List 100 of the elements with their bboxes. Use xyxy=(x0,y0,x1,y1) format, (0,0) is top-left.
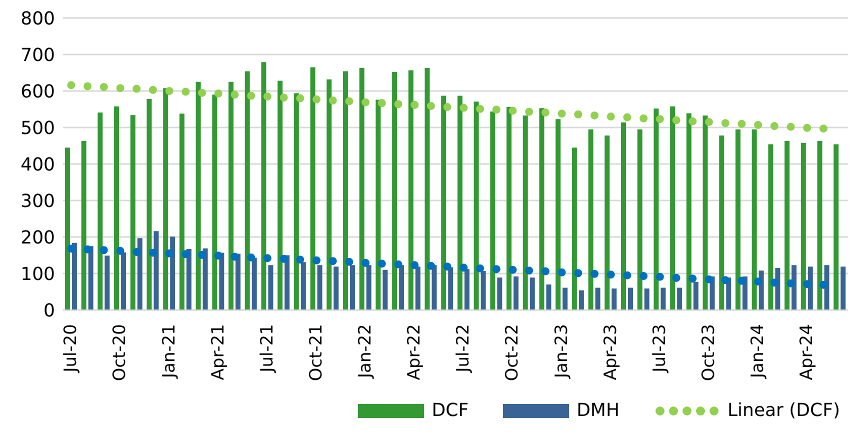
bar xyxy=(693,282,698,310)
x-tick-label: Jan-24 xyxy=(748,324,768,379)
point xyxy=(623,271,632,280)
point xyxy=(328,96,337,104)
bar xyxy=(278,80,283,310)
point xyxy=(100,82,108,91)
point xyxy=(116,246,124,255)
point xyxy=(394,100,402,108)
point xyxy=(770,122,778,130)
bar xyxy=(578,290,584,310)
point xyxy=(754,278,762,286)
bar xyxy=(72,242,77,310)
bar xyxy=(114,106,120,310)
bar xyxy=(522,115,528,310)
bar xyxy=(98,112,103,310)
bar xyxy=(81,141,86,310)
point xyxy=(476,264,484,272)
bar xyxy=(121,252,126,310)
bar xyxy=(530,278,535,310)
bar xyxy=(441,96,446,310)
point xyxy=(116,84,124,92)
x-tick-label: Jan-22 xyxy=(356,324,376,379)
bar xyxy=(644,288,650,310)
bar xyxy=(621,122,626,310)
bar xyxy=(660,288,666,310)
bar xyxy=(702,115,708,310)
y-tick-label: 300 xyxy=(20,190,55,212)
bar xyxy=(686,113,692,310)
bar xyxy=(752,129,757,310)
point xyxy=(606,270,615,279)
point xyxy=(182,250,190,258)
bar xyxy=(539,108,544,310)
x-tick-label: Jul-23 xyxy=(650,324,670,374)
x-tick-label: Oct-23 xyxy=(698,324,719,382)
bar xyxy=(480,270,486,310)
point xyxy=(345,258,354,266)
point xyxy=(280,254,288,263)
point xyxy=(263,254,272,262)
point xyxy=(84,245,92,254)
bar xyxy=(310,67,316,310)
point xyxy=(558,110,566,118)
bar xyxy=(284,255,290,310)
x-tick-label: Oct-22 xyxy=(502,324,523,382)
bar xyxy=(382,270,388,310)
bar xyxy=(376,100,381,310)
bar xyxy=(735,129,740,310)
point xyxy=(198,250,206,259)
point xyxy=(525,108,534,116)
bar xyxy=(196,82,201,310)
bar xyxy=(758,270,764,310)
point xyxy=(410,100,419,109)
point xyxy=(426,262,435,270)
bar xyxy=(792,265,797,310)
bar xyxy=(294,93,299,310)
bar xyxy=(514,276,519,310)
point xyxy=(508,106,517,115)
bar xyxy=(359,68,364,310)
point xyxy=(280,94,288,102)
bar xyxy=(637,129,642,310)
bar xyxy=(497,278,502,310)
bar xyxy=(768,144,774,310)
point xyxy=(508,266,517,274)
bar xyxy=(163,88,168,310)
bar xyxy=(654,108,659,310)
point xyxy=(362,98,370,106)
bar xyxy=(104,256,110,310)
point xyxy=(492,265,500,274)
point xyxy=(263,92,272,100)
point xyxy=(443,103,452,112)
point xyxy=(165,249,174,258)
point xyxy=(378,260,386,268)
point xyxy=(182,88,190,96)
y-tick-label: 500 xyxy=(20,118,55,139)
point xyxy=(721,276,730,284)
point xyxy=(296,256,304,264)
bar xyxy=(604,136,610,310)
point xyxy=(738,120,746,128)
bar xyxy=(677,288,682,310)
bar xyxy=(202,248,208,310)
bar xyxy=(137,238,142,310)
point xyxy=(640,272,648,280)
x-tick-label: Jan-21 xyxy=(159,324,180,379)
y-tick-label: 200 xyxy=(20,227,55,248)
bar xyxy=(628,288,634,310)
legend-label: DCF xyxy=(432,400,469,421)
point xyxy=(558,268,566,276)
x-tick-label: Jan-23 xyxy=(552,324,572,379)
bar xyxy=(130,115,136,310)
point xyxy=(672,116,680,124)
point xyxy=(492,106,500,114)
bar xyxy=(326,79,332,310)
point xyxy=(819,280,828,289)
point xyxy=(394,260,402,268)
y-tick-label: 600 xyxy=(20,81,55,102)
bar xyxy=(350,265,355,310)
point xyxy=(476,104,484,113)
point xyxy=(819,124,828,133)
bar xyxy=(572,148,577,310)
x-tick-label: Apr-21 xyxy=(208,324,228,380)
y-tick-label: 0 xyxy=(44,300,55,322)
